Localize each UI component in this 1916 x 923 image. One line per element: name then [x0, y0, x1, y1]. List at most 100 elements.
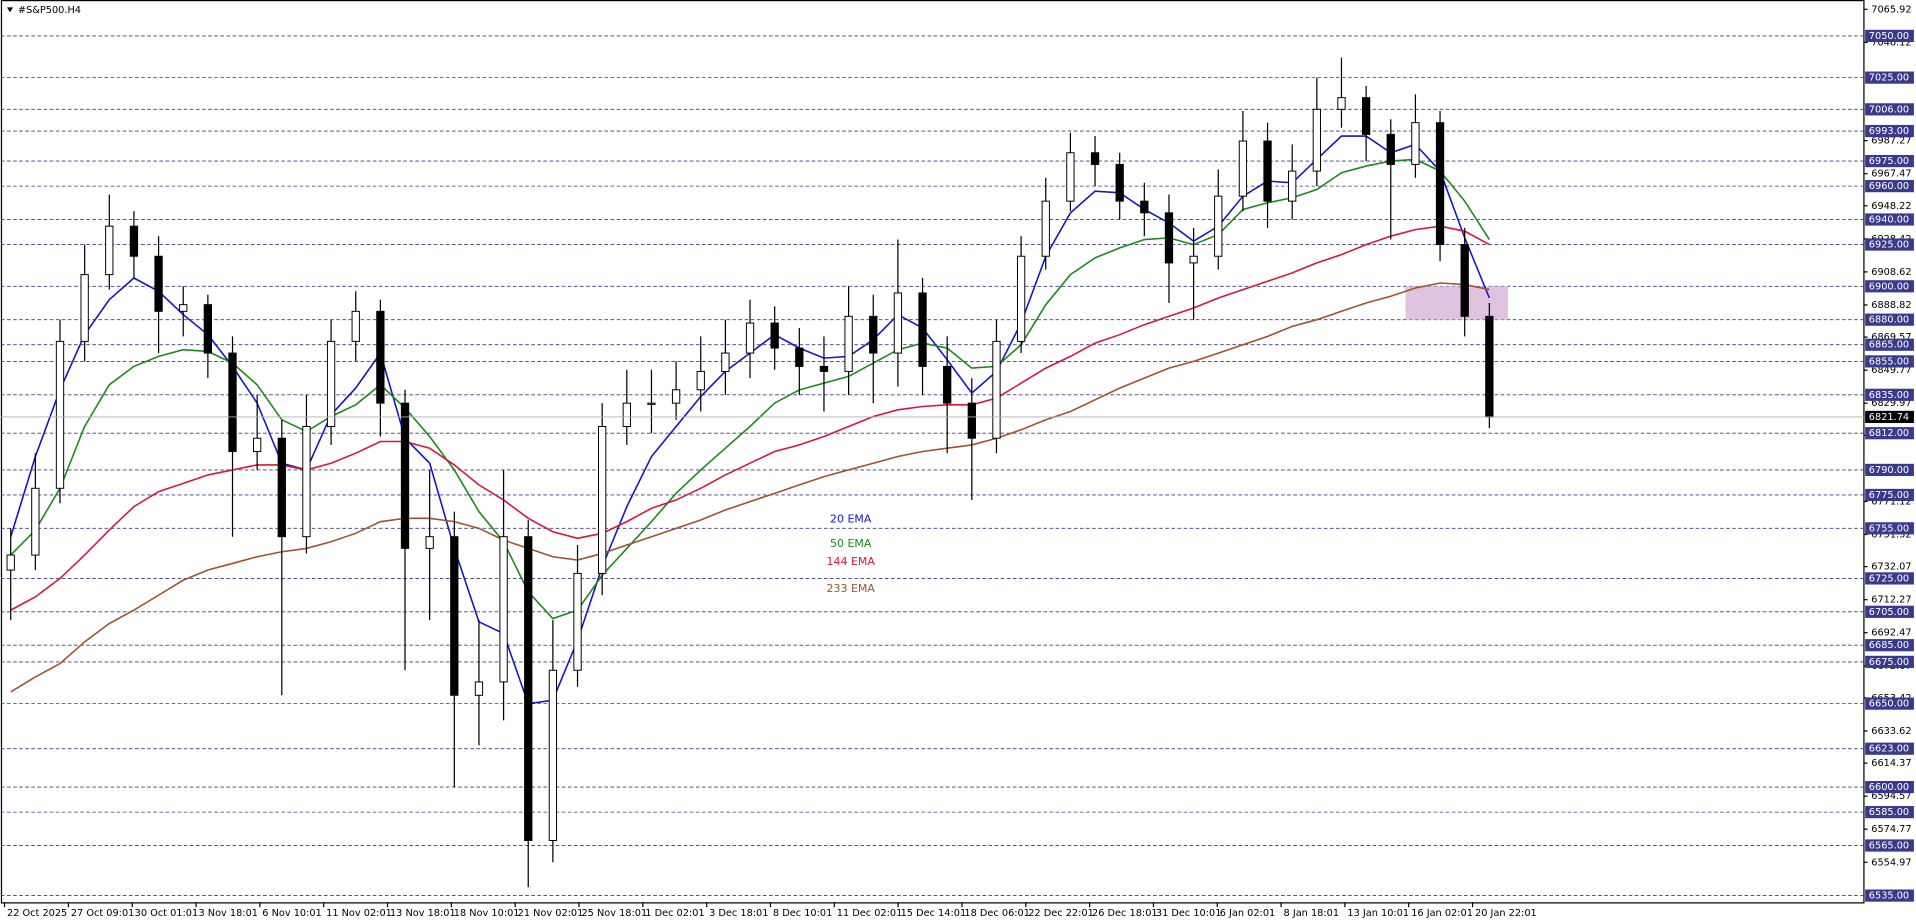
level-label: 6705.00 — [1869, 607, 1909, 618]
level-label-bg — [1865, 655, 1914, 668]
candle-body — [1263, 140, 1272, 202]
y-tick-label: 6948.22 — [1871, 201, 1911, 212]
level-label: 6993.00 — [1869, 126, 1909, 137]
legend-entry: 144 EMA — [827, 555, 876, 568]
menu-arrow — [6, 7, 14, 13]
candle-body — [474, 681, 484, 696]
level-label: 6960.00 — [1869, 181, 1909, 192]
level-label-bg — [1865, 780, 1914, 794]
level-label: 6835.00 — [1869, 390, 1909, 401]
candle-body — [55, 340, 65, 489]
candle-body — [1238, 140, 1248, 197]
candle-body — [253, 437, 262, 453]
level-label-bg — [1865, 355, 1914, 368]
candle-body — [179, 304, 188, 312]
candle-body — [1066, 152, 1075, 202]
ema-line — [10, 282, 1490, 693]
level-label: 6600.00 — [1869, 782, 1909, 793]
candle-body — [326, 340, 336, 428]
x-tick-label: 30 Oct 01:01 — [135, 908, 199, 919]
candle-body — [425, 536, 434, 549]
level-label-bg — [1865, 572, 1914, 585]
level-label-bg — [1865, 388, 1914, 401]
candle-body — [203, 304, 213, 354]
level-label-bg — [1865, 213, 1914, 226]
candle-body — [992, 340, 1001, 439]
x-tick-label: 22 Oct 2025 — [7, 908, 67, 919]
candle-body — [1115, 163, 1124, 202]
candle-body — [1090, 152, 1100, 165]
legend-entry: 233 EMA — [827, 582, 876, 595]
level-label-bg — [1865, 238, 1914, 251]
level-label: 6790.00 — [1869, 465, 1909, 476]
y-tick-label: 6712.27 — [1871, 595, 1911, 606]
candle-body — [376, 310, 385, 404]
candle-body — [1386, 133, 1395, 165]
y-tick-label: 6771.12 — [1871, 496, 1911, 507]
candle-body — [31, 487, 40, 556]
level-label: 6880.00 — [1869, 315, 1909, 326]
level-label-bg — [1865, 522, 1914, 535]
x-tick-label: 8 Dec 10:01 — [773, 908, 832, 919]
y-tick-label: 6829.97 — [1871, 398, 1911, 409]
x-tick-label: 1 Dec 02:01 — [645, 908, 704, 919]
x-tick-label: 20 Jan 22:01 — [1475, 908, 1537, 919]
candle-body — [745, 322, 755, 354]
x-tick-label: 11 Dec 02:01 — [837, 908, 903, 919]
candle-body — [1411, 122, 1420, 165]
level-label-bg — [1865, 154, 1914, 168]
level-label: 7050.00 — [1869, 31, 1909, 42]
level-label: 7006.00 — [1869, 104, 1909, 115]
y-tick-label: 6869.57 — [1871, 332, 1911, 343]
x-tick-label: 25 Nov 18:01 — [581, 908, 647, 919]
candle-body — [671, 389, 681, 404]
candle-body — [1485, 315, 1494, 418]
y-tick-label: 6888.82 — [1871, 300, 1911, 311]
y-tick-label: 6692.47 — [1871, 628, 1911, 639]
candle-body — [647, 402, 656, 405]
y-tick-label: 6614.37 — [1871, 758, 1911, 769]
level-label-bg — [1865, 806, 1914, 819]
level-label-bg — [1865, 313, 1914, 326]
candle-body — [943, 365, 952, 404]
candle-body — [1312, 108, 1321, 172]
x-tick-label: 6 Nov 10:01 — [262, 908, 322, 919]
level-label-bg — [1865, 839, 1914, 852]
candle-body — [1041, 200, 1050, 257]
candle-body — [598, 426, 607, 574]
candle-body — [154, 255, 163, 312]
x-tick-label: 3 Nov 18:01 — [198, 908, 258, 919]
candle-body — [1288, 170, 1297, 202]
candle-body — [277, 437, 286, 538]
level-label: 6755.00 — [1869, 523, 1909, 534]
level-label: 6675.00 — [1869, 657, 1909, 668]
level-label-bg — [1865, 124, 1914, 138]
level-label-bg — [1865, 605, 1914, 618]
candle-body — [893, 292, 903, 354]
level-label: 6812.00 — [1869, 428, 1909, 439]
candle-body — [400, 402, 410, 549]
level-label-bg — [1865, 338, 1914, 351]
candle-body — [1214, 195, 1223, 257]
level-label: 7025.00 — [1869, 73, 1909, 84]
x-tick-label: 13 Jan 10:01 — [1347, 908, 1409, 919]
candle-body — [844, 315, 853, 372]
candle-body — [918, 292, 927, 367]
y-tick-label: 7065.92 — [1871, 4, 1911, 15]
candle-body — [770, 322, 779, 349]
y-tick-label: 7046.12 — [1871, 37, 1911, 48]
candle-body — [1016, 255, 1026, 342]
zone — [1405, 286, 1508, 320]
candle-body — [696, 370, 705, 391]
y-tick-label: 6987.27 — [1871, 136, 1911, 147]
candle-body — [1435, 122, 1445, 246]
x-tick-label: 13 Nov 18:01 — [390, 908, 456, 919]
level-label: 6855.00 — [1869, 356, 1909, 367]
chart-title: #S&P500.H4 — [18, 5, 81, 16]
candle-body — [819, 365, 829, 372]
level-label-bg — [1865, 180, 1914, 193]
candle-body — [869, 315, 878, 354]
candle-body — [967, 402, 976, 439]
candle-body — [129, 225, 139, 257]
